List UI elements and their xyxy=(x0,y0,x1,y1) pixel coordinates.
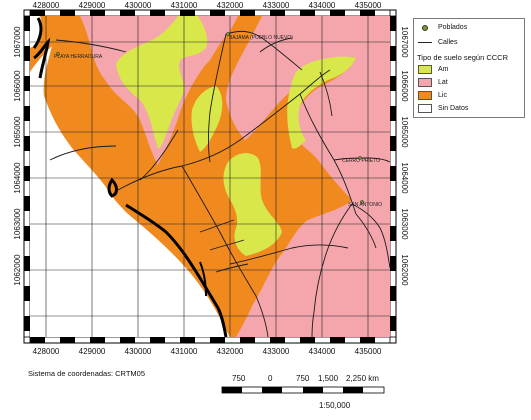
roads xyxy=(49,30,390,337)
x-tick-top: 429000 xyxy=(79,1,106,10)
legend-label: Am xyxy=(438,66,449,73)
legend-label: Poblados xyxy=(438,24,468,31)
place-label-cerro-prieto: CERRO PRIETO xyxy=(342,158,380,164)
x-tick-bottom: 428000 xyxy=(33,347,60,356)
y-tick-right: 1062000 xyxy=(400,254,409,286)
x-tick-top: 428000 xyxy=(33,1,60,10)
soil-am-areas xyxy=(116,16,356,256)
settlement-markers xyxy=(56,32,364,204)
y-tick-right: 1063000 xyxy=(400,208,409,240)
x-tick-bottom: 433000 xyxy=(263,347,290,356)
y-tick-left: 1064000 xyxy=(13,162,22,194)
x-tick-top: 434000 xyxy=(309,1,336,10)
y-tick-left: 1062000 xyxy=(13,254,22,286)
coordinate-system-label: Sistema de coordenadas: CRTM05 xyxy=(28,369,146,378)
x-tick-bottom: 432000 xyxy=(217,347,244,356)
y-tick-left: 1066000 xyxy=(13,70,22,102)
scale-ratio: 1:50,000 xyxy=(319,401,351,410)
scale-label: 750 xyxy=(232,374,246,383)
settlement-dot-icon xyxy=(422,24,428,31)
y-tick-right: 1064000 xyxy=(400,162,409,194)
x-tick-top: 433000 xyxy=(263,1,290,10)
scale-label: 1,500 xyxy=(318,374,339,383)
scale-label: 2,250 km xyxy=(346,374,379,383)
legend-label: Lat xyxy=(438,79,448,86)
scale-bar xyxy=(221,386,385,394)
place-label-bajamar: BAJAMA (PUEBLO NUEVO) xyxy=(229,35,293,41)
legend-row-sin-datos: Sin Datos xyxy=(418,104,468,113)
scale-label: 0 xyxy=(268,374,273,383)
place-label-playa-herradura: PLAYA HERRADURA xyxy=(54,54,103,60)
x-tick-bottom: 434000 xyxy=(309,347,336,356)
legend-row-poblados: Poblados xyxy=(418,24,467,31)
legend-label: Sin Datos xyxy=(438,105,469,112)
swatch-am-icon xyxy=(418,65,432,74)
x-tick-top: 430000 xyxy=(125,1,152,10)
y-tick-left: 1063000 xyxy=(13,208,22,240)
swatch-lic-icon xyxy=(418,91,432,100)
legend-row-am: Am xyxy=(418,65,449,74)
y-tick-left: 1065000 xyxy=(13,116,22,148)
swatch-lat-icon xyxy=(418,78,432,87)
swatch-sin-datos-icon xyxy=(418,104,432,113)
legend-label: Calles xyxy=(438,39,458,46)
x-tick-bottom: 431000 xyxy=(171,347,198,356)
x-tick-top: 431000 xyxy=(171,1,198,10)
y-tick-left: 1067000 xyxy=(13,26,22,58)
road-line-icon xyxy=(418,42,432,43)
legend-label: Lic xyxy=(438,92,447,99)
x-tick-bottom: 429000 xyxy=(79,347,106,356)
x-tick-bottom: 430000 xyxy=(125,347,152,356)
legend-row-calles: Calles xyxy=(418,39,457,46)
place-label-san-antonio: SAN ANTONIO xyxy=(348,202,382,208)
y-tick-labels: 1067000 1066000 1065000 1064000 1063000 … xyxy=(13,26,409,286)
x-tick-top: 432000 xyxy=(217,1,244,10)
y-tick-right: 1066000 xyxy=(400,70,409,102)
map-legend: Poblados Calles Tipo de suelo según CCCR… xyxy=(413,18,525,118)
scale-label: 750 xyxy=(296,374,310,383)
coordinate-grid xyxy=(30,16,390,337)
y-tick-right: 1067000 xyxy=(400,26,409,58)
sin-datos-area xyxy=(30,46,230,337)
legend-row-lic: Lic xyxy=(418,91,447,100)
soil-lic-area xyxy=(30,16,356,337)
x-tick-labels: 428000 429000 430000 431000 432000 43300… xyxy=(33,1,382,356)
legend-title: Tipo de suelo según CCCR xyxy=(417,53,509,62)
x-tick-bottom: 435000 xyxy=(355,347,382,356)
x-tick-top: 435000 xyxy=(355,1,382,10)
legend-row-lat: Lat xyxy=(418,78,448,87)
y-tick-right: 1065000 xyxy=(400,116,409,148)
